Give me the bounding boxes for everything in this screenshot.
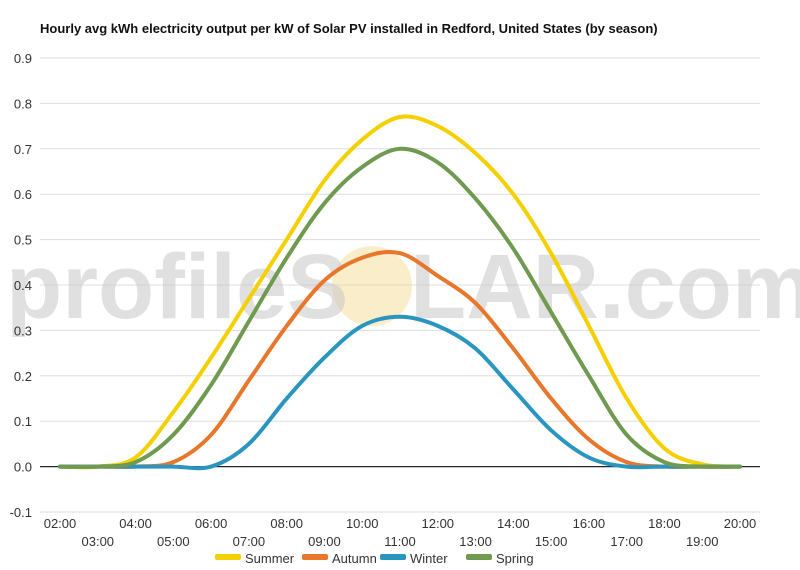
x-tick-label: 18:00 xyxy=(648,516,681,531)
legend-label: Summer xyxy=(245,551,295,566)
watermark-text-left: profileS xyxy=(6,236,348,338)
y-tick-label: 0.5 xyxy=(14,233,32,248)
x-tick-label: 05:00 xyxy=(157,534,190,549)
x-tick-label: 10:00 xyxy=(346,516,379,531)
y-tick-label: 0.2 xyxy=(14,369,32,384)
legend-swatch xyxy=(215,554,241,560)
series-line-spring[interactable] xyxy=(58,146,742,469)
y-tick-label: 0.4 xyxy=(14,278,32,293)
series-line-winter[interactable] xyxy=(58,314,742,471)
x-tick-label: 11:00 xyxy=(384,534,416,549)
y-tick-label: 0.8 xyxy=(14,96,32,111)
x-tick-label: 14:00 xyxy=(497,516,530,531)
x-tick-label: 08:00 xyxy=(270,516,303,531)
series-line-summer[interactable] xyxy=(58,114,742,470)
x-tick-label: 20:00 xyxy=(724,516,757,531)
y-tick-label: -0.1 xyxy=(10,505,32,520)
legend-item-winter[interactable]: Winter xyxy=(380,551,448,566)
sun-logo-icon xyxy=(332,246,412,326)
x-tick-label: 17:00 xyxy=(610,534,643,549)
x-tick-label: 12:00 xyxy=(422,516,455,531)
legend-swatch xyxy=(380,554,406,560)
x-tick-label: 16:00 xyxy=(573,516,606,531)
x-tick-label: 13:00 xyxy=(459,534,492,549)
y-tick-label: 0.9 xyxy=(14,51,32,66)
series-line-autumn[interactable] xyxy=(58,250,742,469)
legend-item-spring[interactable]: Spring xyxy=(466,551,534,566)
watermark-text-right: LAR.com xyxy=(410,236,800,338)
x-axis-ticks: 02:00 03:00 04:00 05:00 06:00 07:00 08:00 09:00… xyxy=(44,516,757,549)
legend-swatch xyxy=(466,554,492,560)
x-tick-label: 03:00 xyxy=(82,534,115,549)
y-tick-label: 0.6 xyxy=(14,187,32,202)
legend-item-summer[interactable]: Summer xyxy=(215,551,295,566)
series-lines xyxy=(58,114,742,471)
y-axis-ticks: -0.1 0.0 0.1 0.2 0.3 0.4 0.5 0.6 0.7 0.8 0.9 xyxy=(10,51,32,520)
legend-item-autumn[interactable]: Autumn xyxy=(302,551,377,566)
legend-label: Autumn xyxy=(332,551,377,566)
x-tick-label: 02:00 xyxy=(44,516,77,531)
x-tick-label: 15:00 xyxy=(535,534,568,549)
y-tick-label: 0.7 xyxy=(14,142,32,157)
watermark: profileS LAR.com xyxy=(6,236,800,338)
legend[interactable]: Summer Autumn Winter Spring xyxy=(215,551,534,566)
x-tick-label: 07:00 xyxy=(233,534,266,549)
legend-swatch xyxy=(302,554,328,560)
chart-title: Hourly avg kWh electricity output per kW… xyxy=(40,21,658,36)
x-tick-label: 04:00 xyxy=(119,516,152,531)
y-tick-label: 0.1 xyxy=(14,414,32,429)
y-tick-label: 0.0 xyxy=(14,460,32,475)
y-tick-label: 0.3 xyxy=(14,323,32,338)
x-tick-label: 19:00 xyxy=(686,534,719,549)
legend-label: Winter xyxy=(410,551,448,566)
legend-label: Spring xyxy=(496,551,534,566)
x-tick-label: 09:00 xyxy=(308,534,341,549)
x-tick-label: 06:00 xyxy=(195,516,228,531)
